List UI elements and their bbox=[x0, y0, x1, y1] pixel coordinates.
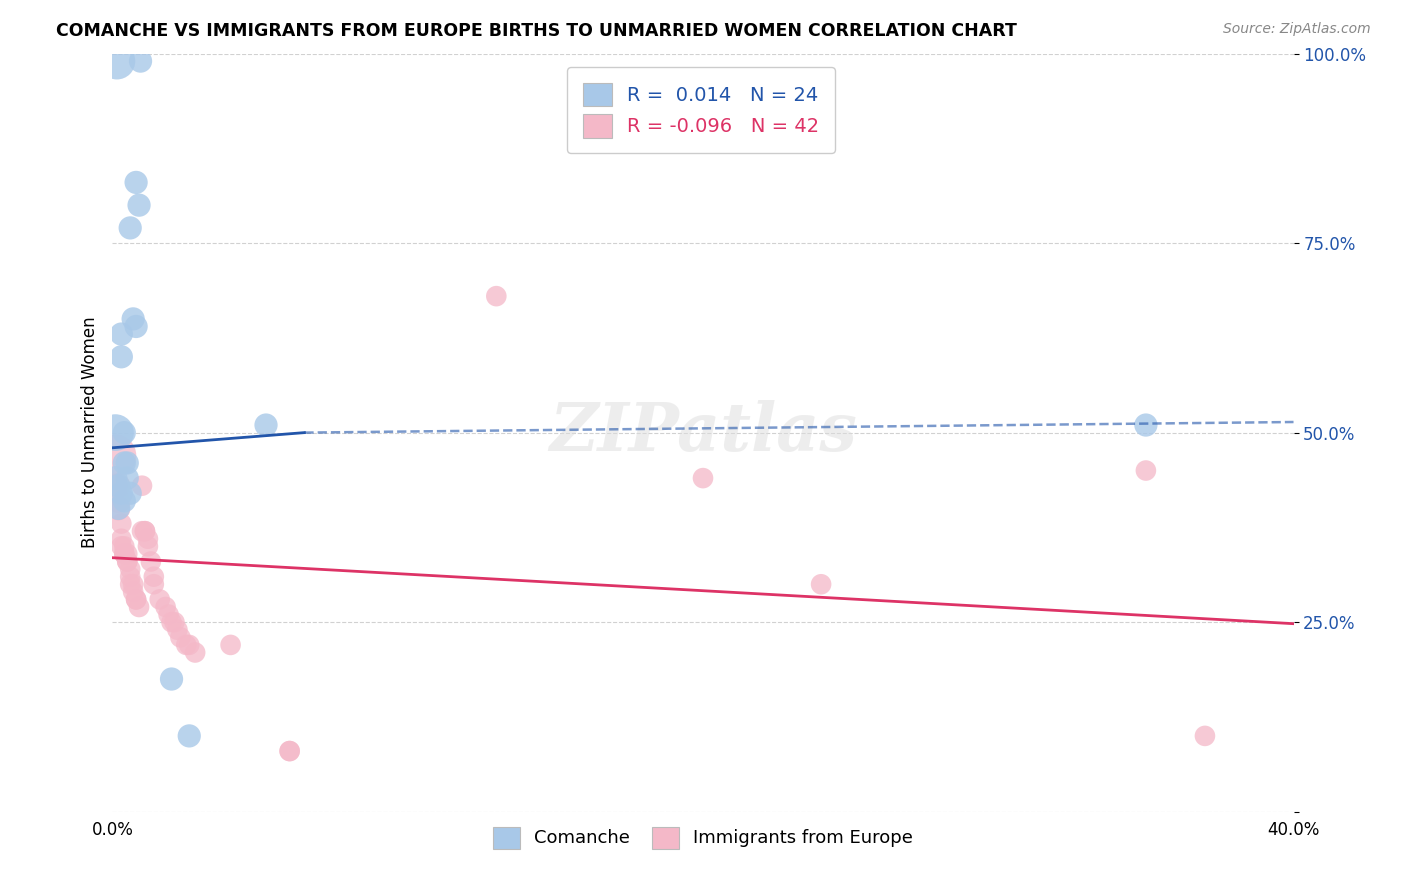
Point bbox=[122, 312, 145, 326]
Point bbox=[136, 532, 159, 546]
Text: Source: ZipAtlas.com: Source: ZipAtlas.com bbox=[1223, 22, 1371, 37]
Point bbox=[157, 607, 180, 622]
Point bbox=[117, 547, 138, 561]
Point bbox=[104, 471, 127, 485]
Point bbox=[160, 615, 183, 630]
Point bbox=[112, 494, 135, 508]
Point bbox=[810, 577, 832, 591]
Point bbox=[125, 592, 148, 607]
Point bbox=[122, 577, 145, 591]
Point bbox=[110, 327, 132, 342]
Point bbox=[131, 524, 153, 539]
Point bbox=[117, 554, 138, 569]
Point bbox=[128, 599, 150, 614]
Point bbox=[104, 449, 127, 463]
Point bbox=[120, 562, 142, 576]
Point bbox=[179, 729, 201, 743]
Point bbox=[139, 554, 162, 569]
Point bbox=[112, 547, 135, 561]
Point bbox=[155, 599, 177, 614]
Point bbox=[112, 547, 135, 561]
Point bbox=[107, 501, 129, 516]
Point bbox=[107, 479, 129, 493]
Point bbox=[160, 672, 183, 686]
Legend: Comanche, Immigrants from Europe: Comanche, Immigrants from Europe bbox=[485, 819, 921, 855]
Point bbox=[112, 425, 135, 440]
Text: COMANCHE VS IMMIGRANTS FROM EUROPE BIRTHS TO UNMARRIED WOMEN CORRELATION CHART: COMANCHE VS IMMIGRANTS FROM EUROPE BIRTH… bbox=[56, 22, 1017, 40]
Point bbox=[120, 486, 142, 500]
Point bbox=[107, 501, 129, 516]
Point bbox=[134, 524, 156, 539]
Point bbox=[110, 486, 132, 500]
Point bbox=[117, 456, 138, 470]
Point bbox=[142, 570, 165, 584]
Y-axis label: Births to Unmarried Women: Births to Unmarried Women bbox=[80, 317, 98, 549]
Point bbox=[1135, 417, 1157, 433]
Point bbox=[142, 577, 165, 591]
Point bbox=[134, 524, 156, 539]
Point bbox=[278, 744, 301, 758]
Point bbox=[485, 289, 508, 303]
Point bbox=[110, 539, 132, 553]
Point bbox=[110, 350, 132, 364]
Point bbox=[125, 592, 148, 607]
Point bbox=[117, 471, 138, 485]
Point bbox=[125, 176, 148, 190]
Point bbox=[184, 646, 207, 660]
Point bbox=[107, 494, 129, 508]
Point bbox=[131, 479, 153, 493]
Point bbox=[105, 54, 128, 69]
Point bbox=[254, 417, 277, 433]
Point bbox=[1135, 464, 1157, 478]
Point bbox=[122, 585, 145, 599]
Point bbox=[110, 516, 132, 531]
Point bbox=[128, 198, 150, 212]
Point bbox=[112, 456, 135, 470]
Point bbox=[166, 623, 188, 637]
Point bbox=[179, 638, 201, 652]
Point bbox=[120, 221, 142, 235]
Point bbox=[125, 319, 148, 334]
Point bbox=[110, 532, 132, 546]
Point bbox=[278, 744, 301, 758]
Point bbox=[107, 479, 129, 493]
Point bbox=[104, 479, 127, 493]
Point bbox=[1194, 729, 1216, 743]
Point bbox=[120, 577, 142, 591]
Text: ZIPatlas: ZIPatlas bbox=[550, 401, 856, 465]
Point bbox=[104, 425, 127, 440]
Point bbox=[174, 638, 197, 652]
Point bbox=[112, 539, 135, 553]
Point bbox=[692, 471, 714, 485]
Point bbox=[149, 592, 172, 607]
Point bbox=[163, 615, 186, 630]
Point bbox=[117, 554, 138, 569]
Point bbox=[136, 539, 159, 553]
Point bbox=[169, 630, 191, 644]
Point bbox=[120, 570, 142, 584]
Point bbox=[129, 54, 152, 69]
Point bbox=[219, 638, 242, 652]
